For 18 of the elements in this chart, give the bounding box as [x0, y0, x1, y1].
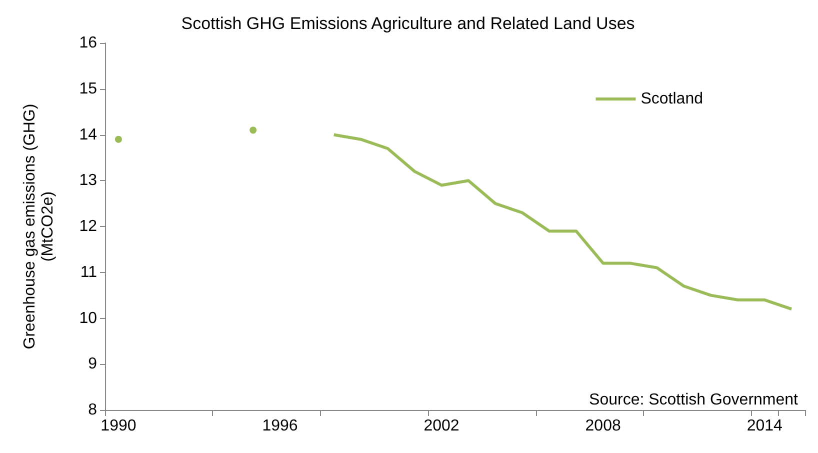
x-tick-label: 1996 [262, 418, 298, 434]
y-axis-title: Greenhouse gas emissions (GHG) (MtCO2e) [22, 104, 56, 350]
x-tick-label: 2008 [585, 418, 621, 434]
x-tick-label: 2002 [424, 418, 460, 434]
y-tick-label: 15 [79, 80, 98, 98]
y-tick-label: 11 [80, 264, 98, 281]
chart-title: Scottish GHG Emissions Agriculture and Related Land Uses [181, 14, 635, 33]
y-tick-label: 8 [88, 402, 98, 418]
y-tick-label: 10 [79, 310, 98, 327]
y-tick-label: 14 [79, 126, 98, 144]
y-tick-label: 16 [79, 34, 98, 52]
y-tick-label: 13 [79, 172, 98, 190]
x-tick-label: 2014 [746, 418, 783, 434]
legend-label: Scotland [640, 90, 703, 108]
y-tick-label: 9 [88, 356, 98, 373]
annotation: Source: Scottish Government [589, 392, 799, 408]
x-tick-label: 1990 [100, 418, 136, 434]
y-tick-label: 12 [79, 218, 98, 235]
